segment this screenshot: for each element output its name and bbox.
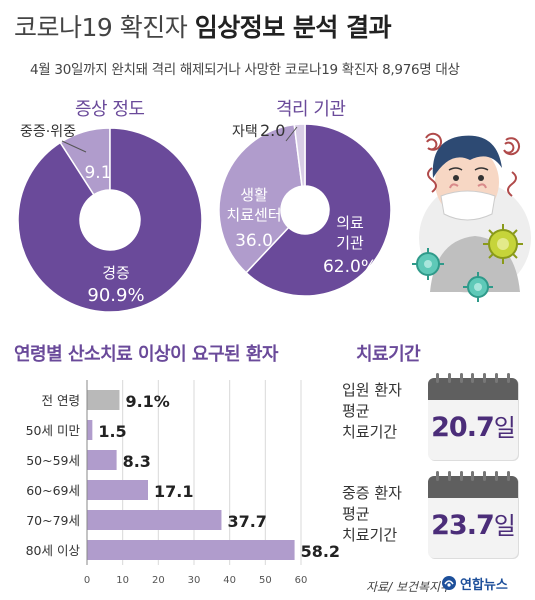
pie1-value-mild: 90.9% xyxy=(87,285,144,306)
treatment-label-line: 입원 환자 xyxy=(342,381,402,399)
value-number: 20.7 xyxy=(431,412,495,443)
bar-value-label: 58.2 xyxy=(301,542,340,561)
x-tick-label: 10 xyxy=(116,575,129,585)
source-text: 자료/ 보건복지부 xyxy=(366,580,452,594)
masked-person-icon xyxy=(419,132,531,294)
bar-1 xyxy=(87,420,93,440)
pie2-slice-living xyxy=(218,123,303,274)
x-tick-label: 60 xyxy=(295,575,308,585)
treatment-value-severe: 23.7일 xyxy=(428,506,518,541)
pie2-leader-line xyxy=(285,126,298,142)
bar-value-label: 1.5 xyxy=(98,422,126,441)
treatment-label-line: 치료기간 xyxy=(342,423,398,441)
title-bold: 임상정보 분석 결과 xyxy=(194,13,392,42)
pie2-slice-home xyxy=(293,123,306,188)
page-title: 코로나19 확진자 임상정보 분석 결과 xyxy=(14,8,392,44)
treatment-card-severe: 23.7일 xyxy=(428,471,518,558)
x-tick-label: 50 xyxy=(259,575,272,585)
bar-value-label: 17.1 xyxy=(154,482,193,501)
treatment-label-line: 평균 xyxy=(342,505,370,523)
pie1-chart: 9.1 경증 90.9% 중증·위중 xyxy=(17,124,203,313)
x-tick-label: 40 xyxy=(223,575,236,585)
pie1-title: 증상 정도 xyxy=(75,99,145,120)
pie1-label-severe: 중증·위중 xyxy=(20,124,76,140)
treatment-card-inpatient: 20.7일 xyxy=(428,373,518,460)
pie2-label-home: 자택 xyxy=(232,124,258,140)
bar-5 xyxy=(87,540,295,560)
bar-value-label: 8.3 xyxy=(123,452,151,471)
bar-category-label: 80세 이상 xyxy=(26,543,81,558)
timer-ticks xyxy=(436,373,510,383)
pie2-value-living: 36.0 xyxy=(235,231,273,251)
virus-icon xyxy=(412,224,523,302)
bar-4 xyxy=(87,510,222,530)
pie2-label-medical-1: 의료 xyxy=(336,214,364,232)
bar-value-label: 9.1% xyxy=(125,392,169,411)
treatment-value-inpatient: 20.7일 xyxy=(428,408,518,443)
pie2-label-living-2: 치료센터 xyxy=(226,206,281,224)
bar-value-label: 37.7 xyxy=(227,512,266,531)
treatment-title: 치료기간 xyxy=(356,344,421,365)
logo-icon xyxy=(442,576,456,590)
bar-category-label: 50세 미만 xyxy=(26,423,81,438)
pie2-label-living-1: 생활 xyxy=(240,186,268,204)
bar-category-label: 전 연령 xyxy=(42,393,80,408)
x-tick-label: 0 xyxy=(84,575,90,585)
bar-2 xyxy=(87,450,117,470)
value-number: 23.7 xyxy=(431,510,495,541)
bar-category-label: 60~69세 xyxy=(26,483,80,498)
timer-header xyxy=(428,378,518,400)
pie1-value-severe: 9.1 xyxy=(84,163,111,183)
pie1-slice-mild xyxy=(17,127,203,313)
value-unit: 일 xyxy=(493,512,516,540)
logo-text: 연합뉴스 xyxy=(460,578,508,593)
pie2-title: 격리 기관 xyxy=(276,99,346,120)
pie1-label-mild: 경증 xyxy=(102,264,130,282)
treatment-label-inpatient: 입원 환자 평균 치료기간 xyxy=(342,380,402,443)
page-subtitle: 4월 30일까지 완치돼 격리 해제되거나 사망한 코로나19 확진자 8,97… xyxy=(30,62,460,78)
value-unit: 일 xyxy=(493,414,516,442)
treatment-label-line: 중증 환자 xyxy=(342,484,402,502)
treatment-label-line: 치료기간 xyxy=(342,526,398,544)
pie2-value-medical: 62.0% xyxy=(323,257,377,277)
pie2-slice-medical xyxy=(245,123,392,297)
x-tick-label: 20 xyxy=(152,575,165,585)
bar-chart-title: 연령별 산소치료 이상이 요구된 환자 xyxy=(14,344,278,365)
bar-0 xyxy=(87,390,120,410)
timer-header xyxy=(428,476,518,498)
pie2-value-home: 2.0 xyxy=(260,121,285,140)
bar-chart: 0 10 20 30 40 50 60 전 연령 9.1% 50세 미만 1.5 50~59세 8.3 6… xyxy=(26,380,340,585)
bar-category-label: 50~59세 xyxy=(26,453,80,468)
bar-3 xyxy=(87,480,148,500)
bar-category-label: 70~79세 xyxy=(26,513,80,528)
x-tick-label: 30 xyxy=(188,575,201,585)
timer-ticks xyxy=(436,471,510,481)
pie2-label-medical-2: 기관 xyxy=(336,234,364,252)
title-plain: 코로나19 확진자 xyxy=(14,13,188,42)
treatment-label-severe: 중증 환자 평균 치료기간 xyxy=(342,483,402,546)
treatment-label-line: 평균 xyxy=(342,402,370,420)
pie1-leader-line xyxy=(61,140,87,153)
